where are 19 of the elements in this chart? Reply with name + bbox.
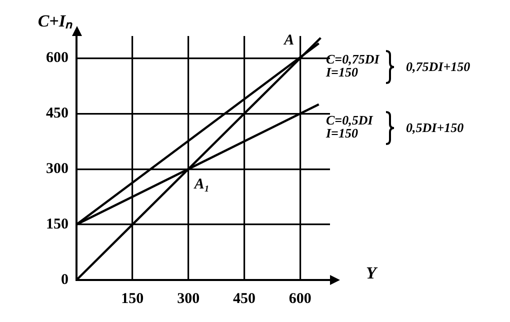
x-tick-label: 450 bbox=[233, 290, 256, 307]
x-tick-label: 600 bbox=[288, 290, 312, 307]
annotation: A₁ bbox=[193, 176, 210, 192]
y-tick-label: 150 bbox=[46, 216, 68, 232]
annotation: I=150 bbox=[325, 125, 358, 140]
annotation: C=0,75DI bbox=[326, 51, 380, 66]
x-axis-title: Y bbox=[366, 263, 378, 282]
y-tick-label: 0 bbox=[61, 272, 68, 288]
text: 0,5DI+150 bbox=[406, 120, 464, 135]
y-tick-label: 600 bbox=[46, 50, 68, 66]
annotation: C=0,5DI bbox=[326, 112, 374, 128]
x-tick-label: 300 bbox=[177, 290, 200, 307]
x-tick-label: 150 bbox=[121, 290, 144, 307]
y-tick-label: 450 bbox=[46, 106, 68, 122]
text: 0,75DI+150 bbox=[406, 58, 471, 74]
y-tick-label: 300 bbox=[46, 160, 68, 177]
annotation: A bbox=[283, 32, 294, 49]
y-axis-title: C+Iₙ bbox=[38, 11, 74, 30]
annotation: I=150 bbox=[325, 64, 358, 80]
